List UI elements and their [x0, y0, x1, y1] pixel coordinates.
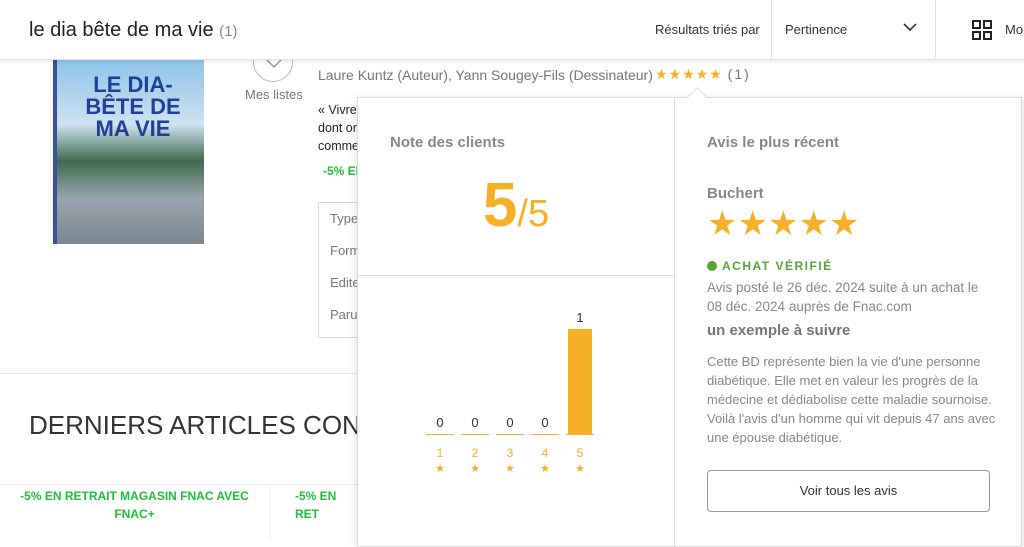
description: « Vivre dont or comme: [318, 101, 359, 155]
star-icon: ★: [575, 463, 585, 475]
chevron-down-icon: [265, 58, 283, 69]
authors[interactable]: Laure Kuntz (Auteur), Yann Sougey-Fils (…: [318, 67, 653, 83]
card-promo: -5% EN RETRAIT MAGASIN FNAC AVEC FNAC+: [20, 489, 249, 521]
star-level: 5: [576, 446, 584, 460]
verified-badge: ACHAT VÉRIFIÉ: [707, 259, 833, 273]
bar-label: 3 ★: [496, 445, 524, 477]
review-stars: ★★★★★: [707, 205, 860, 243]
review-body: Cette BD représente bien la vie d'une pe…: [707, 354, 996, 445]
bar-count: 0: [436, 415, 444, 430]
bar: [568, 329, 592, 434]
divider: [771, 0, 772, 60]
divider: [358, 275, 674, 276]
desc-line: comme: [318, 139, 359, 153]
query-text: le dia bête de ma vie: [29, 19, 214, 41]
bar-label: 1 ★: [426, 445, 454, 477]
score-value: 5: [482, 171, 518, 240]
bar-baseline: [531, 434, 559, 435]
verified-label: ACHAT VÉRIFIÉ: [722, 259, 833, 273]
product-info: Type Form Edite Paru: [318, 202, 378, 338]
result-count: (1): [219, 23, 238, 40]
section-title: DERNIERS ARTICLES CON: [29, 410, 361, 440]
star-icon: ★: [435, 463, 445, 475]
search-query: le dia bête de ma vie (1): [29, 19, 237, 42]
view-mode-label[interactable]: Mo: [1005, 22, 1024, 37]
book-cover[interactable]: LE DIA-BÊTE DE MA VIE: [53, 60, 204, 244]
card-promo: -5% EN RET: [295, 489, 337, 521]
star-level: 1: [436, 446, 444, 460]
rating-count: (1): [727, 66, 751, 82]
ratings-title: Note des clients: [390, 134, 506, 151]
bar-baseline: [566, 434, 594, 435]
sort-select[interactable]: Pertinence: [785, 22, 848, 37]
review-title: un exemple à suivre: [707, 322, 851, 339]
bar-baseline: [426, 434, 454, 435]
check-circle-icon: [707, 261, 717, 271]
bar-label: 5 ★: [566, 445, 594, 477]
average-score: 5/5: [358, 170, 674, 241]
bar-count: 0: [506, 415, 514, 430]
grid-view-icon[interactable]: [972, 20, 992, 40]
bar-label: 4 ★: [531, 445, 559, 477]
bar-baseline: [461, 434, 489, 435]
divider: [674, 98, 675, 546]
bar-count: 0: [541, 415, 549, 430]
my-lists-label[interactable]: Mes listes: [245, 87, 303, 102]
info-type: Type: [330, 211, 359, 226]
ratings-popup: Note des clients 5/5 0 1 ★ 0 2 ★ 0 3 ★ 0 4 ★ 1 5 ★ Avi…: [357, 97, 1022, 547]
cover-title: LE DIA-BÊTE DE MA VIE: [85, 72, 181, 141]
rating-summary[interactable]: ★★★★★ (1): [655, 66, 751, 83]
info-format: Form: [330, 243, 361, 258]
info-publisher: Edite: [330, 275, 360, 290]
search-header: le dia bête de ma vie (1) Résultats trié…: [0, 0, 1024, 60]
promo-text: -5% El: [323, 164, 360, 178]
star-level: 3: [506, 446, 514, 460]
bar-label: 2 ★: [461, 445, 489, 477]
review-meta: Avis posté le 26 déc. 2024 suite à un ac…: [707, 280, 979, 314]
see-all-reviews-button[interactable]: Voir tous les avis: [707, 470, 990, 512]
chevron-down-icon[interactable]: [903, 20, 917, 34]
bar-baseline: [496, 434, 524, 435]
recent-review-title: Avis le plus récent: [707, 134, 839, 151]
star-icon: ★: [470, 463, 480, 475]
reviewer-name: Buchert: [707, 185, 764, 202]
desc-line: « Vivre: [318, 103, 357, 117]
star-icons: ★★★★★: [655, 66, 723, 82]
score-max: /5: [517, 193, 550, 235]
bar-count: 1: [576, 310, 584, 325]
article-card[interactable]: -5% EN RET: [271, 484, 361, 539]
star-icon: ★: [505, 463, 515, 475]
divider: [935, 0, 936, 60]
sort-label: Résultats triés par: [655, 22, 760, 37]
bar-count: 0: [471, 415, 479, 430]
desc-line: dont or: [318, 121, 357, 135]
star-icon: ★: [540, 463, 550, 475]
article-card[interactable]: -5% EN RETRAIT MAGASIN FNAC AVEC FNAC+: [0, 484, 270, 539]
divider: [0, 373, 360, 374]
star-level: 4: [541, 446, 549, 460]
info-release: Paru: [330, 307, 358, 322]
star-level: 2: [471, 446, 479, 460]
